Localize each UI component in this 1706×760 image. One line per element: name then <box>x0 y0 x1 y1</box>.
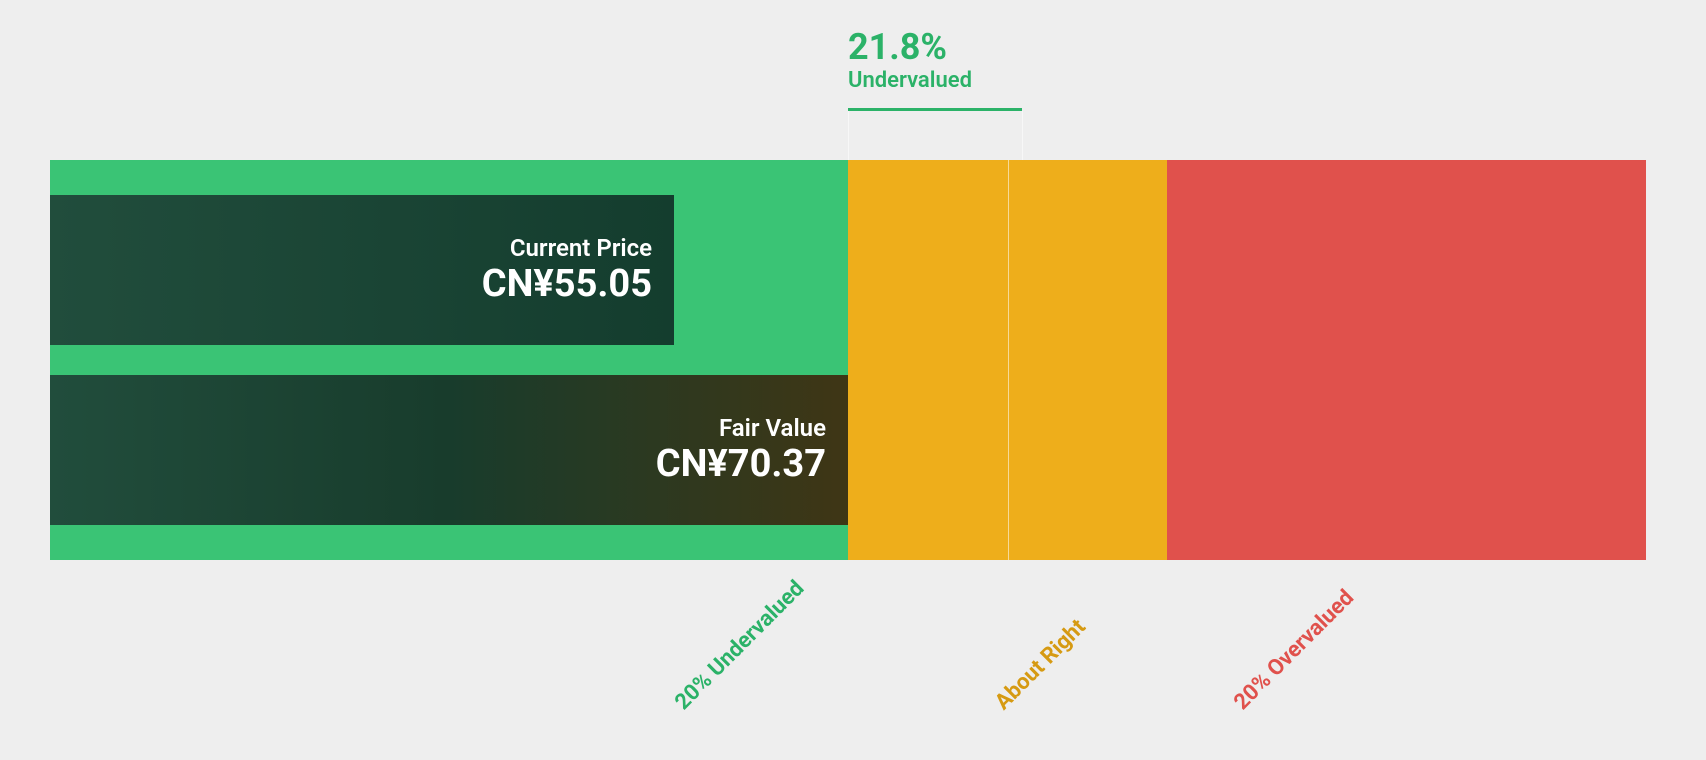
fair-value-label: Fair Value <box>719 414 826 442</box>
zone-overvalued <box>1167 160 1646 560</box>
axis-label-overvalued: 20% Overvalued <box>1229 585 1359 715</box>
callout-subtext: Undervalued <box>848 68 972 93</box>
callout-tick-right <box>1022 111 1023 161</box>
valuation-band: Current Price CN¥55.05 Fair Value CN¥70.… <box>50 160 1646 560</box>
callout-tick-left <box>848 111 849 161</box>
valuation-callout: 21.8% Undervalued <box>848 28 972 93</box>
axis-label-about-right: About Right <box>990 615 1090 715</box>
current-price-label: Current Price <box>510 234 652 262</box>
fair-value-value: CN¥70.37 <box>656 442 826 486</box>
callout-percent: 21.8% <box>848 28 972 68</box>
current-price-value: CN¥55.05 <box>482 262 652 306</box>
fair-value-bar: Fair Value CN¥70.37 <box>50 375 848 525</box>
axis-label-undervalued: 20% Undervalued <box>671 576 810 715</box>
callout-underline <box>848 108 1022 111</box>
fair-value-marker <box>1008 160 1009 560</box>
current-price-bar: Current Price CN¥55.05 <box>50 195 674 345</box>
